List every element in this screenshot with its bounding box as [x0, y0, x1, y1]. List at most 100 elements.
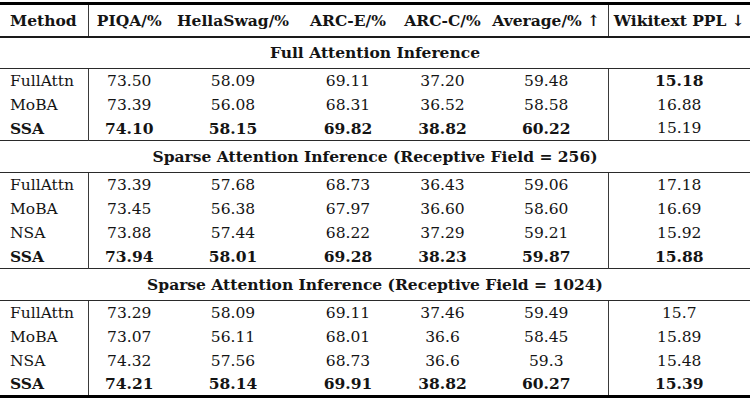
value-cell: 69.11 — [296, 301, 400, 325]
value-cell: 59.3 — [485, 349, 608, 373]
value-cell: 74.21 — [88, 373, 170, 397]
value-cell: 56.08 — [170, 93, 296, 117]
value-cell: 73.88 — [88, 221, 170, 245]
column-header-hellaswag: HellaSwag/% — [170, 4, 296, 37]
table-body: Full Attention InferenceFullAttn73.5058.… — [0, 37, 750, 397]
table-row: FullAttn73.3957.6868.7336.4359.0617.18 — [0, 173, 750, 197]
header-row: MethodPIQA/%HellaSwag/%ARC-E/%ARC-C/%Ave… — [0, 4, 750, 37]
value-cell: 16.69 — [608, 197, 750, 221]
table-row: NSA73.8857.4468.2237.2959.2115.92 — [0, 221, 750, 245]
value-cell: 15.92 — [608, 221, 750, 245]
method-cell: NSA — [0, 221, 88, 245]
value-cell: 60.27 — [485, 373, 608, 397]
method-cell: MoBA — [0, 197, 88, 221]
column-header-method: Method — [0, 4, 88, 37]
value-cell: 15.88 — [608, 245, 750, 269]
method-cell: FullAttn — [0, 301, 88, 325]
value-cell: 69.91 — [296, 373, 400, 397]
value-cell: 60.22 — [485, 117, 608, 141]
section-title: Full Attention Inference — [0, 37, 750, 69]
value-cell: 73.45 — [88, 197, 170, 221]
results-table: MethodPIQA/%HellaSwag/%ARC-E/%ARC-C/%Ave… — [0, 2, 750, 398]
column-header-arc-c: ARC-C/% — [400, 4, 485, 37]
value-cell: 36.60 — [400, 197, 485, 221]
section-title-row: Sparse Attention Inference (Receptive Fi… — [0, 141, 750, 173]
value-cell: 73.29 — [88, 301, 170, 325]
value-cell: 69.11 — [296, 69, 400, 93]
value-cell: 58.15 — [170, 117, 296, 141]
value-cell: 37.29 — [400, 221, 485, 245]
value-cell: 68.73 — [296, 173, 400, 197]
table-row: SSA73.9458.0169.2838.2359.8715.88 — [0, 245, 750, 269]
value-cell: 59.06 — [485, 173, 608, 197]
value-cell: 38.82 — [400, 117, 485, 141]
value-cell: 15.39 — [608, 373, 750, 397]
value-cell: 58.45 — [485, 325, 608, 349]
method-cell: SSA — [0, 245, 88, 269]
method-cell: MoBA — [0, 93, 88, 117]
value-cell: 68.22 — [296, 221, 400, 245]
table-row: FullAttn73.2958.0969.1137.4659.4915.7 — [0, 301, 750, 325]
value-cell: 17.18 — [608, 173, 750, 197]
table-row: SSA74.2158.1469.9138.8260.2715.39 — [0, 373, 750, 397]
value-cell: 58.09 — [170, 301, 296, 325]
value-cell: 59.87 — [485, 245, 608, 269]
value-cell: 15.48 — [608, 349, 750, 373]
value-cell: 73.07 — [88, 325, 170, 349]
value-cell: 57.56 — [170, 349, 296, 373]
table-row: SSA74.1058.1569.8238.8260.2215.19 — [0, 117, 750, 141]
value-cell: 38.23 — [400, 245, 485, 269]
value-cell: 58.09 — [170, 69, 296, 93]
value-cell: 69.28 — [296, 245, 400, 269]
table-row: MoBA73.0756.1168.0136.658.4515.89 — [0, 325, 750, 349]
table-header: MethodPIQA/%HellaSwag/%ARC-E/%ARC-C/%Ave… — [0, 4, 750, 37]
method-cell: SSA — [0, 373, 88, 397]
value-cell: 74.10 — [88, 117, 170, 141]
method-cell: SSA — [0, 117, 88, 141]
method-cell: MoBA — [0, 325, 88, 349]
value-cell: 56.38 — [170, 197, 296, 221]
method-cell: FullAttn — [0, 69, 88, 93]
value-cell: 36.6 — [400, 325, 485, 349]
value-cell: 36.6 — [400, 349, 485, 373]
table-row: NSA74.3257.5668.7336.659.315.48 — [0, 349, 750, 373]
value-cell: 38.82 — [400, 373, 485, 397]
value-cell: 58.14 — [170, 373, 296, 397]
value-cell: 73.39 — [88, 173, 170, 197]
table-row: MoBA73.3956.0868.3136.5258.5816.88 — [0, 93, 750, 117]
value-cell: 37.20 — [400, 69, 485, 93]
value-cell: 68.73 — [296, 349, 400, 373]
value-cell: 73.94 — [88, 245, 170, 269]
value-cell: 73.50 — [88, 69, 170, 93]
value-cell: 15.7 — [608, 301, 750, 325]
table-row: MoBA73.4556.3867.9736.6058.6016.69 — [0, 197, 750, 221]
paper-results-table-page: MethodPIQA/%HellaSwag/%ARC-E/%ARC-C/%Ave… — [0, 0, 750, 412]
value-cell: 56.11 — [170, 325, 296, 349]
value-cell: 73.39 — [88, 93, 170, 117]
value-cell: 59.48 — [485, 69, 608, 93]
value-cell: 15.18 — [608, 69, 750, 93]
value-cell: 58.58 — [485, 93, 608, 117]
column-header-piqa: PIQA/% — [88, 4, 170, 37]
section-title: Sparse Attention Inference (Receptive Fi… — [0, 269, 750, 301]
value-cell: 58.01 — [170, 245, 296, 269]
value-cell: 15.19 — [608, 117, 750, 141]
column-header-wikitext-ppl: Wikitext PPL ↓ — [608, 4, 750, 37]
section-title: Sparse Attention Inference (Receptive Fi… — [0, 141, 750, 173]
value-cell: 59.21 — [485, 221, 608, 245]
value-cell: 36.43 — [400, 173, 485, 197]
value-cell: 67.97 — [296, 197, 400, 221]
value-cell: 69.82 — [296, 117, 400, 141]
value-cell: 74.32 — [88, 349, 170, 373]
value-cell: 68.01 — [296, 325, 400, 349]
section-title-row: Full Attention Inference — [0, 37, 750, 69]
column-header-arc-e: ARC-E/% — [296, 4, 400, 37]
section-title-row: Sparse Attention Inference (Receptive Fi… — [0, 269, 750, 301]
value-cell: 68.31 — [296, 93, 400, 117]
value-cell: 36.52 — [400, 93, 485, 117]
value-cell: 57.44 — [170, 221, 296, 245]
column-header-average: Average/% ↑ — [485, 4, 608, 37]
value-cell: 58.60 — [485, 197, 608, 221]
value-cell: 15.89 — [608, 325, 750, 349]
method-cell: NSA — [0, 349, 88, 373]
